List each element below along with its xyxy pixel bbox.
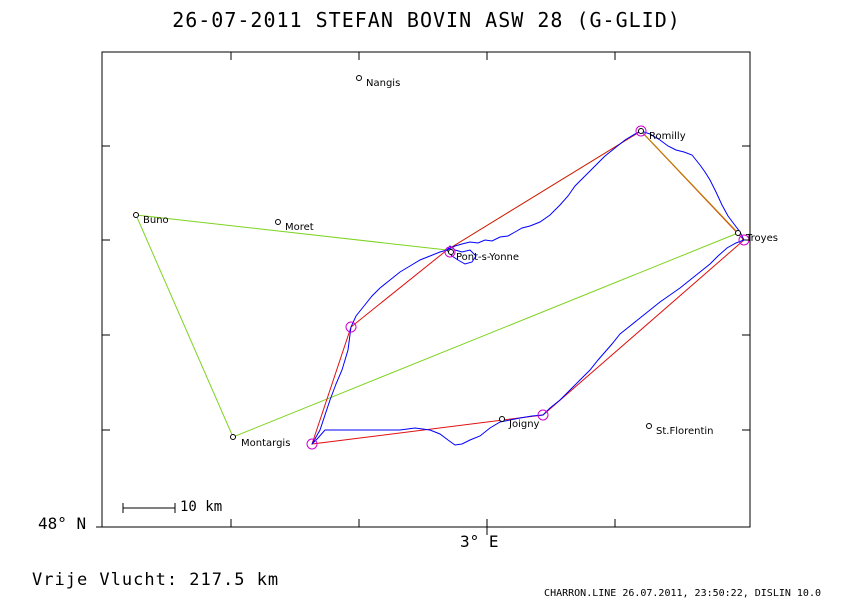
flight-track xyxy=(311,130,745,446)
axis-ticks xyxy=(96,52,750,535)
towns: Nangis Romilly Buno Moret Troyes Pont-s-… xyxy=(133,75,778,449)
town-marker xyxy=(735,230,741,236)
town-marker xyxy=(356,75,362,81)
town-label: Romilly xyxy=(649,131,686,142)
scale-bar-label: 10 km xyxy=(180,499,223,515)
turnpoint-circles xyxy=(306,125,750,450)
town-label: Pont-s-Yonne xyxy=(456,252,519,263)
town-marker xyxy=(230,434,236,440)
declared-task-line xyxy=(135,130,739,438)
task-overlap-line xyxy=(640,130,739,234)
turnpoint-circle xyxy=(635,125,647,137)
free-flight-distance: Vrije Vlucht: 217.5 km xyxy=(32,570,280,590)
town-marker xyxy=(499,416,505,422)
turnpoint-circle xyxy=(345,321,357,333)
scale-bar xyxy=(122,503,176,513)
town-label: Nangis xyxy=(366,78,400,89)
turnpoint-circle xyxy=(537,409,549,421)
town-label: Moret xyxy=(285,222,314,233)
town-marker xyxy=(275,219,281,225)
town-marker xyxy=(448,249,454,255)
town-label: St.Florentin xyxy=(656,426,714,437)
footer-info: CHARRON.LINE 26.07.2011, 23:50:22, DISLI… xyxy=(544,588,821,599)
latitude-label: 48° N xyxy=(38,514,87,533)
turnpoint-circle xyxy=(306,438,318,450)
town-label: Troyes xyxy=(745,233,778,244)
town-label: Buno xyxy=(143,215,169,226)
map-title: 26-07-2011 STEFAN BOVIN ASW 28 (G-GLID) xyxy=(172,8,681,32)
longitude-label: 3° E xyxy=(460,532,499,551)
town-label: Joigny xyxy=(508,419,540,430)
turnpoint-circle xyxy=(444,246,456,258)
flown-task-line xyxy=(311,130,745,445)
town-marker xyxy=(638,128,644,134)
turnpoint-circle xyxy=(738,234,750,246)
town-label: Montargis xyxy=(241,438,290,449)
town-marker xyxy=(133,212,139,218)
map-frame xyxy=(101,51,751,528)
town-marker xyxy=(646,423,652,429)
